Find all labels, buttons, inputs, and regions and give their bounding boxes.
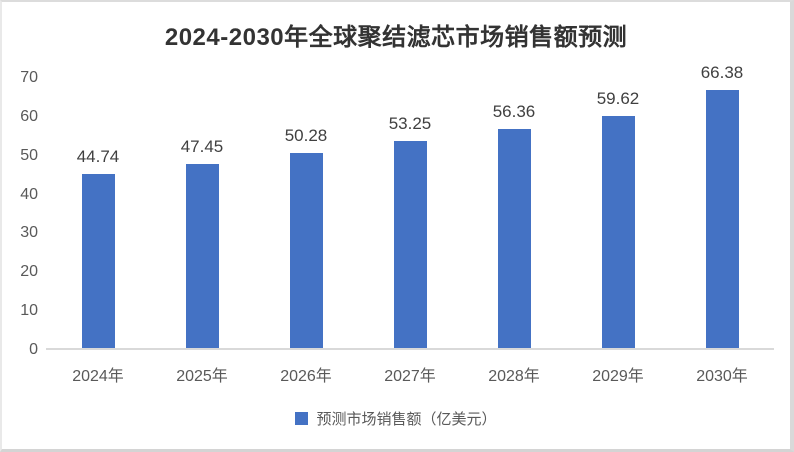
x-axis-labels: 2024年 2025年 2026年 2027年 2028年 2029年 2030年 (46, 362, 774, 386)
bar-value-label: 53.25 (388, 114, 432, 134)
bar-value-label: 47.45 (180, 136, 224, 156)
bar (497, 129, 531, 348)
bar-column: 53.25 (358, 78, 462, 348)
legend-label: 预测市场销售额（亿美元） (316, 411, 497, 428)
chart-title: 2024-2030年全球聚结滤芯市场销售额预测 (164, 24, 628, 51)
bar-value-label: 44.74 (76, 147, 120, 167)
x-tick-label: 2027年 (384, 368, 436, 385)
x-tick-label: 2026年 (280, 368, 332, 385)
legend: 预测市场销售额（亿美元） (2, 408, 790, 429)
y-axis: 0 10 20 30 40 50 60 70 (2, 2, 38, 449)
bar (705, 90, 739, 348)
bar-column: 59.62 (566, 78, 670, 348)
y-tick-label: 20 (20, 263, 38, 281)
bar (81, 174, 115, 348)
x-tick-label: 2030年 (696, 368, 748, 385)
x-tick-label: 2025年 (176, 368, 228, 385)
plot-area: 44.74 47.45 50.28 53.25 56.36 59.62 66.38 (46, 63, 774, 350)
y-tick-label: 10 (20, 302, 38, 320)
y-tick-label: 0 (29, 341, 38, 358)
bar-column: 44.74 (46, 78, 150, 348)
x-tick-label: 2024年 (72, 368, 124, 385)
bar-value-label: 66.38 (700, 63, 744, 83)
legend-marker-square (295, 412, 309, 425)
bar-value-label: 50.28 (284, 125, 328, 145)
bar-value-label: 59.62 (596, 89, 640, 109)
x-tick-label: 2029年 (592, 368, 644, 385)
bar (289, 152, 323, 348)
bar (601, 116, 635, 348)
bar-column: 66.38 (670, 63, 774, 348)
bar-value-label: 56.36 (492, 102, 536, 122)
bar (185, 163, 219, 348)
y-tick-label: 60 (20, 107, 38, 125)
y-tick-label: 40 (20, 185, 38, 203)
x-tick-label: 2028年 (488, 368, 540, 385)
y-tick-label: 30 (20, 224, 38, 242)
bar-column: 47.45 (150, 78, 254, 348)
bar-column: 56.36 (462, 78, 566, 348)
y-tick-label: 50 (20, 146, 38, 164)
bar-column: 50.28 (254, 78, 358, 348)
bar (393, 141, 427, 348)
y-tick-label: 70 (20, 69, 38, 86)
